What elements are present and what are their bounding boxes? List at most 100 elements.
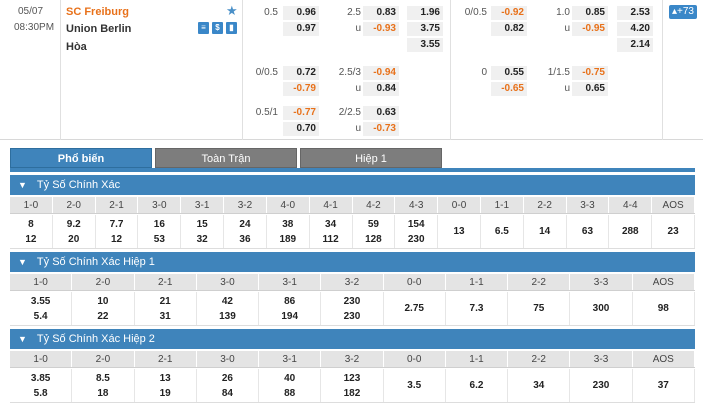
score-odd-value: 5.4 — [33, 310, 48, 322]
favorite-star-icon[interactable]: ★ — [226, 3, 238, 18]
score-odds-cell[interactable]: 13 19 — [135, 369, 197, 402]
score-odds-cell[interactable]: 98 — [633, 292, 695, 325]
ft-handicap-away-odd[interactable]: 0.70 — [283, 122, 319, 136]
collapse-caret-icon: ▼ — [18, 334, 27, 344]
ft-ou-over-odd[interactable]: 0.83 — [363, 6, 399, 20]
score-label: AOS — [652, 197, 695, 213]
list-icon[interactable]: ≡ — [198, 22, 209, 34]
home-team[interactable]: SC Freiburg — [66, 6, 129, 18]
score-odds-cell[interactable]: 6.5 — [481, 215, 524, 248]
ft-handicap-home-odd[interactable]: 0.72 — [283, 66, 319, 80]
score-odds-cell[interactable]: 288 — [609, 215, 653, 248]
score-odds-cell[interactable]: 300 — [570, 292, 633, 325]
h1-ou-over-odd[interactable]: 0.85 — [572, 6, 608, 20]
score-odds-cell[interactable]: 230 — [570, 369, 633, 402]
score-odds-cell[interactable]: 3.85 5.8 — [10, 369, 73, 402]
score-odds-cell[interactable]: 14 — [524, 215, 567, 248]
section-header[interactable]: ▼ Tỷ Số Chính Xác — [10, 175, 695, 195]
score-odds-cell[interactable]: 123 182 — [321, 369, 384, 402]
tab-popular[interactable]: Phổ biến — [10, 148, 152, 168]
score-odd-value: 128 — [365, 233, 382, 245]
score-odds-cell[interactable]: 40 88 — [259, 369, 322, 402]
h1-handicap-home-odd[interactable]: 0.55 — [491, 66, 527, 80]
ft-1x2-odd[interactable]: 1.96 — [407, 6, 443, 20]
ft-1x2-odd[interactable]: 3.55 — [407, 38, 443, 52]
score-odds-cell[interactable]: 26 84 — [197, 369, 260, 402]
ft-handicap-away-odd[interactable]: 0.97 — [283, 22, 319, 36]
score-odds-cell[interactable]: 24 36 — [224, 215, 267, 248]
ft-ou-over-odd[interactable]: -0.94 — [363, 66, 399, 80]
score-odds-cell[interactable]: 8 12 — [10, 215, 53, 248]
tab-full-match[interactable]: Toàn Trận — [155, 148, 297, 168]
ft-ou-under-odd[interactable]: -0.73 — [363, 122, 399, 136]
ft-handicap-line: 0.5/1 — [255, 107, 278, 118]
score-label: 4-3 — [395, 197, 439, 213]
score-odds-cell[interactable]: 63 — [567, 215, 610, 248]
ft-ou-under-odd[interactable]: -0.93 — [363, 22, 399, 36]
score-odds-cell[interactable]: 21 31 — [135, 292, 197, 325]
divider — [60, 0, 61, 140]
away-team[interactable]: Union Berlin — [66, 23, 132, 35]
score-odds-cell[interactable]: 3.5 — [384, 369, 446, 402]
score-odds-cell[interactable]: 154 230 — [395, 215, 439, 248]
ft-ou-under-odd[interactable]: 0.84 — [363, 82, 399, 96]
h1-ou-over-odd[interactable]: -0.75 — [572, 66, 608, 80]
h1-1x2-odd[interactable]: 2.14 — [617, 38, 653, 52]
score-odd-value: 26 — [221, 372, 233, 384]
h1-handicap-away-odd[interactable]: 0.82 — [491, 22, 527, 36]
score-odds-cell[interactable]: 6.2 — [446, 369, 509, 402]
chart-icon[interactable]: ▮ — [226, 22, 237, 34]
score-label: 3-0 — [138, 197, 182, 213]
score-odd-value: 21 — [159, 295, 171, 307]
score-odd-value: 189 — [279, 233, 297, 245]
score-odds-cell[interactable]: 15 32 — [181, 215, 225, 248]
score-label: 3-3 — [570, 274, 633, 290]
ft-handicap-away-odd[interactable]: -0.79 — [283, 82, 319, 96]
score-odds-cell[interactable]: 8.5 18 — [72, 369, 135, 402]
h1-handicap-away-odd[interactable]: -0.65 — [491, 82, 527, 96]
score-odd-value: 37 — [657, 380, 669, 391]
score-label: 2-1 — [135, 351, 197, 367]
score-label: 3-2 — [321, 274, 384, 290]
ft-handicap-home-odd[interactable]: -0.77 — [283, 106, 319, 120]
section-header[interactable]: ▼ Tỷ Số Chính Xác Hiệp 2 — [10, 329, 695, 349]
score-odds-cell[interactable]: 75 — [508, 292, 571, 325]
ft-ou-line: 2.5 — [347, 7, 361, 18]
ft-1x2-odd[interactable]: 3.75 — [407, 22, 443, 36]
h1-ou-under-odd[interactable]: -0.95 — [572, 22, 608, 36]
score-odds-cell[interactable]: 34 — [508, 369, 571, 402]
score-odds-cell[interactable]: 59 128 — [353, 215, 396, 248]
score-odds-cell[interactable]: 23 — [652, 215, 695, 248]
score-odds-cell[interactable]: 2.75 — [384, 292, 446, 325]
draw-label: Hòa — [66, 41, 87, 53]
score-odds-cell[interactable]: 38 189 — [267, 215, 310, 248]
more-markets-button[interactable]: ▴+73 — [669, 5, 697, 19]
ft-ou-over-odd[interactable]: 0.63 — [363, 106, 399, 120]
dollar-icon[interactable]: $ — [212, 22, 223, 34]
score-odds-cell[interactable]: 3.55 5.4 — [10, 292, 73, 325]
score-odd-value: 230 — [592, 380, 610, 391]
score-odds-cell[interactable]: 86 194 — [259, 292, 322, 325]
score-odd-value: 12 — [25, 233, 37, 245]
section-header[interactable]: ▼ Tỷ Số Chính Xác Hiệp 1 — [10, 252, 695, 272]
ft-handicap-line: 0.5 — [264, 7, 278, 18]
h1-handicap-home-odd[interactable]: -0.92 — [491, 6, 527, 20]
score-odds-cell[interactable]: 16 53 — [138, 215, 182, 248]
tab-first-half[interactable]: Hiệp 1 — [300, 148, 442, 168]
score-odds-cell[interactable]: 7.3 — [446, 292, 509, 325]
score-odds-cell[interactable]: 13 — [438, 215, 481, 248]
h1-1x2-odd[interactable]: 2.53 — [617, 6, 653, 20]
score-odds-cell[interactable]: 230 230 — [321, 292, 384, 325]
h1-1x2-odd[interactable]: 4.20 — [617, 22, 653, 36]
score-odds-cell[interactable]: 7.7 12 — [96, 215, 139, 248]
score-odds-cell[interactable]: 34 112 — [310, 215, 353, 248]
score-label: 4-0 — [267, 197, 310, 213]
score-label: 2-1 — [96, 197, 139, 213]
score-odds-cell[interactable]: 42 139 — [197, 292, 260, 325]
h1-ou-under-odd[interactable]: 0.65 — [572, 82, 608, 96]
score-odd-value: 13 — [453, 226, 465, 237]
ft-handicap-home-odd[interactable]: 0.96 — [283, 6, 319, 20]
score-odds-cell[interactable]: 37 — [633, 369, 695, 402]
score-odds-cell[interactable]: 9.2 20 — [53, 215, 96, 248]
score-odds-cell[interactable]: 10 22 — [72, 292, 135, 325]
